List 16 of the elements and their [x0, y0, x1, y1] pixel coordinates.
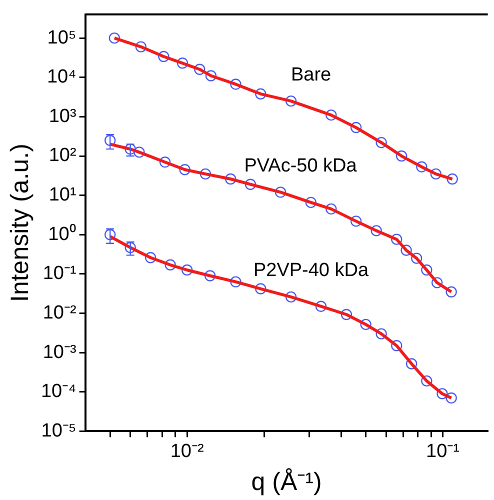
y-tick-label: 10⁻²: [42, 302, 76, 324]
series-label: Bare: [290, 64, 332, 86]
y-tick-label: 10⁴: [46, 66, 76, 88]
y-tick-label: 10⁻⁴: [40, 381, 76, 402]
y-tick-label: 10⁻⁵: [41, 420, 76, 442]
series-label: P2VP-40 kDa: [253, 260, 369, 282]
y-tick-label: 10⁻¹: [42, 263, 76, 284]
y-axis-title: Intensity (a.u.): [6, 144, 34, 302]
y-tick-label: 10⁻³: [42, 342, 76, 363]
y-tick-label: 10⁰: [48, 222, 76, 245]
y-tick-label: 10¹: [48, 184, 76, 206]
y-tick-label: 10⁵: [47, 27, 76, 48]
x-axis-title: q (Å⁻¹): [251, 468, 322, 496]
y-tick-label: 10²: [48, 145, 76, 166]
y-tick-label: 10³: [48, 106, 76, 127]
series-label: PVAc-50 kDa: [244, 155, 358, 176]
